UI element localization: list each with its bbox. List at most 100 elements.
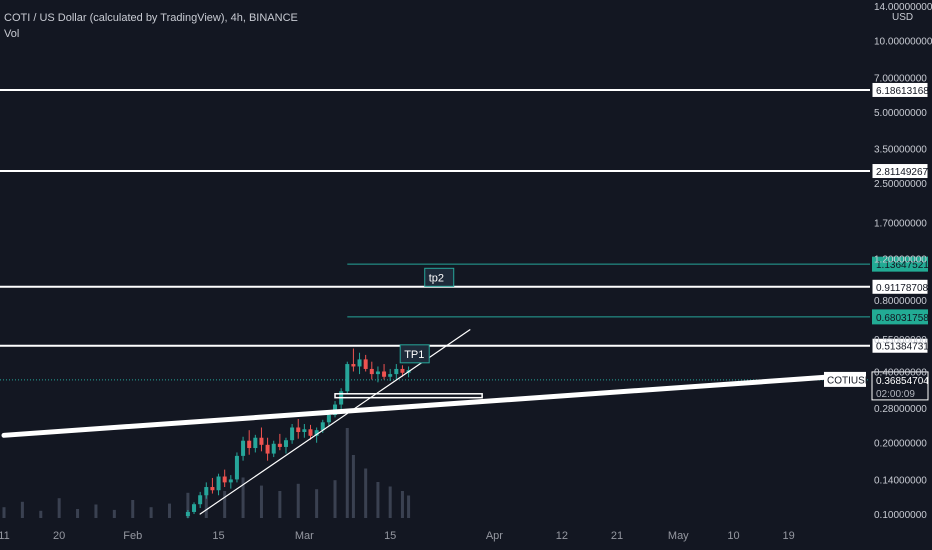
- annotation-label: tp2: [429, 272, 444, 284]
- support-zone: [334, 393, 483, 399]
- candle-body: [382, 371, 387, 377]
- candle-body: [394, 368, 399, 375]
- candle-body: [210, 487, 215, 491]
- candle-body: [363, 359, 368, 369]
- volume-bar: [364, 468, 368, 518]
- level-price-label: 6.18613168: [876, 86, 929, 97]
- price-tick-label: 14.00000000: [874, 2, 932, 13]
- volume-bar: [278, 491, 282, 518]
- time-tick-label: 19: [783, 530, 795, 542]
- last-price-label: 0.36854704: [876, 376, 929, 387]
- volume-bar: [388, 486, 392, 518]
- price-tick-label: 10.00000000: [874, 37, 932, 48]
- time-tick-label: 11: [0, 530, 10, 542]
- volume-bar: [112, 509, 116, 518]
- time-tick-label: 15: [384, 530, 396, 542]
- candle-body: [357, 359, 362, 367]
- level-price-label: 2.81149267: [876, 167, 929, 178]
- time-tick-label: 21: [611, 530, 623, 542]
- candle-body: [345, 364, 350, 392]
- candle-body: [308, 429, 313, 436]
- currency-label: USD: [892, 12, 913, 23]
- level-price-tag: [871, 163, 929, 180]
- annotations[interactable]: tp2 TP1: [399, 267, 455, 364]
- price-tick-label: 2.50000000: [874, 179, 927, 190]
- volume-bar: [407, 495, 411, 518]
- volume-bar: [186, 492, 190, 518]
- time-tick-label: 12: [556, 530, 568, 542]
- annotation-box: [424, 267, 455, 287]
- level-price-tag: [871, 81, 929, 98]
- time-tick-label: 10: [727, 530, 739, 542]
- price-tick-label: 1.70000000: [874, 219, 927, 230]
- volume-bar: [76, 509, 80, 518]
- candle-body: [192, 504, 197, 512]
- volume-bar: [2, 507, 6, 518]
- candle-body: [241, 440, 246, 456]
- time-tick-label: Feb: [123, 530, 142, 542]
- annotation-label: TP1: [404, 349, 424, 361]
- candle-body: [375, 371, 380, 375]
- volume-bar: [149, 507, 153, 518]
- time-tick-label: Apr: [486, 530, 503, 542]
- countdown-label: 02:00:09: [876, 389, 915, 400]
- time-tick-label: Mar: [295, 530, 314, 542]
- main-trendline: [1, 374, 828, 438]
- candle-body: [369, 368, 374, 375]
- price-tick-label: 0.20000000: [874, 439, 927, 450]
- candle-body: [234, 455, 239, 480]
- candle-body: [400, 368, 405, 373]
- candle-body: [198, 495, 203, 505]
- volume-bar: [400, 491, 404, 518]
- volume-indicator-label[interactable]: Vol: [4, 28, 20, 40]
- level-price-tag: [872, 256, 928, 272]
- candle-body: [296, 427, 301, 433]
- volume-bar: [333, 480, 337, 518]
- candle-body: [216, 476, 221, 491]
- volume-bar: [131, 500, 135, 518]
- candle-body: [388, 374, 393, 377]
- time-axis[interactable]: 11 20 Feb 15 Mar 15 Apr 12 21 May 10 19: [0, 530, 795, 542]
- price-tick-label: 1.20000000: [874, 255, 927, 266]
- volume-bar: [204, 487, 208, 518]
- candle-body: [228, 479, 233, 483]
- horizontal-levels[interactable]: 6.18613168 2.81149267 1.13647521 0.91178708…: [0, 81, 929, 401]
- level-price-label: 0.51384731: [876, 342, 929, 353]
- annotation-box: [399, 344, 430, 364]
- price-tick-label: 3.50000000: [874, 145, 927, 156]
- chart-title: COTI / US Dollar (calculated by TradingV…: [4, 12, 298, 24]
- volume-bar: [223, 491, 227, 518]
- last-price-tag: [871, 371, 929, 401]
- price-tick-label: 0.55000000: [874, 335, 927, 346]
- price-tick-label: 0.40000000: [874, 367, 927, 378]
- candle-body: [247, 440, 252, 449]
- level-price-label: 1.13647521: [876, 260, 929, 271]
- time-tick-label: 15: [212, 530, 224, 542]
- volume-bar: [345, 428, 349, 518]
- price-tick-label: 0.28000000: [874, 404, 927, 415]
- symbol-tag-label: COTIUSD: [827, 375, 872, 386]
- volume-bar: [94, 504, 98, 518]
- volume-bar: [20, 501, 24, 518]
- candle-body: [222, 476, 227, 483]
- volume-bar: [315, 489, 319, 518]
- chart-legend: COTI / US Dollar (calculated by TradingV…: [4, 10, 298, 42]
- candle-body: [326, 414, 331, 423]
- symbol-tag: [824, 371, 866, 387]
- time-tick-label: 20: [53, 530, 65, 542]
- candle-body: [277, 443, 282, 447]
- volume-bar: [241, 477, 245, 518]
- volume-bar: [39, 510, 43, 518]
- volume-bar: [168, 503, 172, 518]
- candle-body: [204, 487, 209, 496]
- candle-body: [314, 430, 319, 436]
- candle-body: [302, 429, 307, 433]
- level-price-tag: [871, 337, 929, 354]
- price-tick-label: 5.00000000: [874, 108, 927, 119]
- price-tick-label: 0.80000000: [874, 296, 927, 307]
- candle-body: [265, 444, 270, 454]
- candle-body: [283, 440, 288, 447]
- candle-body: [290, 427, 295, 441]
